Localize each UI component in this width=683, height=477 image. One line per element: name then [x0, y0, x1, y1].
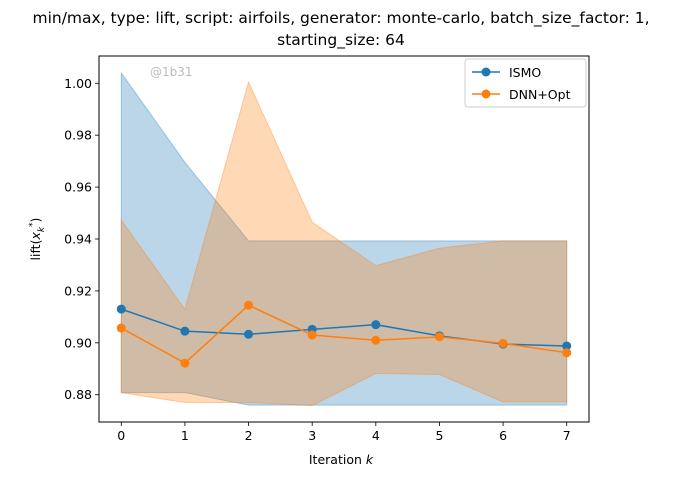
x-tick-label-4: 4	[372, 428, 380, 443]
x-tick-label-0: 0	[117, 428, 125, 443]
point-ismo-0	[116, 304, 126, 314]
y-tick-label-0.96: 0.96	[64, 180, 92, 195]
x-tick-label-5: 5	[435, 428, 443, 443]
point-dnn-opt-0	[116, 323, 126, 333]
series-lines	[120, 304, 567, 364]
point-dnn-opt-5	[434, 332, 444, 342]
point-ismo-4	[371, 320, 381, 330]
point-dnn-opt-1	[180, 358, 190, 368]
chart-title-line-2: starting_size: 64	[277, 31, 405, 50]
y-tick-label-0.90: 0.90	[64, 335, 92, 350]
point-dnn-opt-3	[307, 330, 317, 340]
point-ismo-2	[244, 329, 254, 339]
point-ismo-7	[562, 341, 572, 351]
x-axis-label: Iteration k	[309, 452, 374, 467]
x-axis-label-var: k	[366, 452, 374, 467]
y-tick-label-0.88: 0.88	[64, 387, 92, 402]
line-dnn-opt	[120, 304, 567, 364]
legend-marker-ismo	[481, 67, 491, 77]
chart-title-line-1: min/max, type: lift, script: airfoils, g…	[32, 9, 649, 28]
legend: ISMO DNN+Opt	[464, 58, 587, 108]
x-tick-label-2: 2	[245, 428, 253, 443]
min-max-bands	[120, 71, 568, 407]
y-tick-label-0.98: 0.98	[64, 128, 92, 143]
legend-marker-dnn-opt	[481, 89, 491, 99]
point-dnn-opt-2	[244, 300, 254, 310]
y-axis-label: lift(xk*)	[28, 218, 47, 261]
point-dnn-opt-6	[498, 338, 508, 348]
y-axis-ticks: 0.88 0.90 0.92 0.94 0.96 0.98 1.00	[64, 76, 99, 402]
band-dnn-opt	[120, 80, 568, 407]
x-tick-label-1: 1	[181, 428, 189, 443]
legend-label-dnn-opt: DNN+Opt	[509, 87, 571, 102]
series-markers	[116, 300, 572, 368]
band-ismo	[120, 71, 568, 406]
point-dnn-opt-4	[371, 335, 381, 345]
point-dnn-opt-7	[562, 348, 572, 358]
legend-box	[464, 58, 587, 108]
x-axis-ticks: 0 1 2 3 4 5 6 7	[117, 422, 571, 443]
x-tick-label-3: 3	[308, 428, 316, 443]
legend-label-ismo: ISMO	[509, 65, 541, 80]
x-tick-label-7: 7	[563, 428, 571, 443]
watermark: @1b31	[150, 65, 193, 79]
x-axis-label-text: Iteration	[309, 452, 366, 467]
point-ismo-1	[180, 326, 190, 336]
y-tick-label-0.94: 0.94	[64, 232, 92, 247]
x-tick-label-6: 6	[499, 428, 507, 443]
y-tick-label-0.92: 0.92	[64, 283, 92, 298]
y-tick-label-1.00: 1.00	[64, 76, 92, 91]
